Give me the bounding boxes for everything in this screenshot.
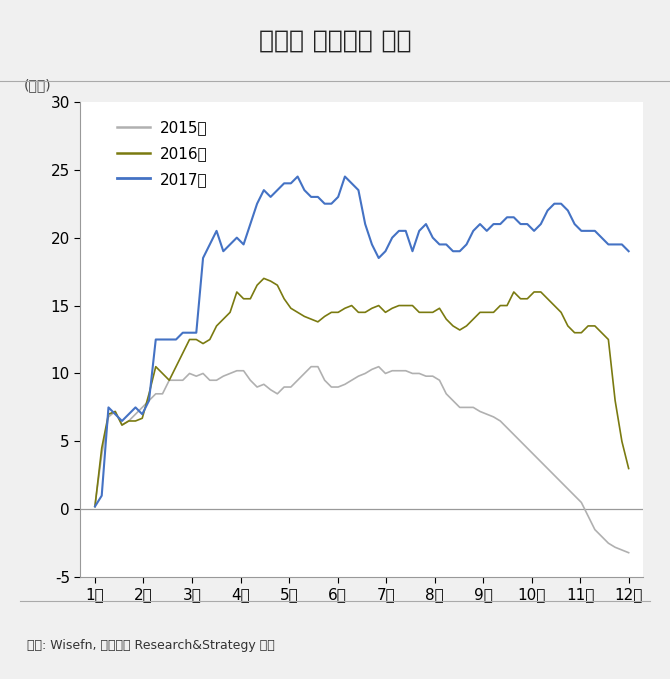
2016년 xyxy=(462,322,470,330)
Legend: 2015년, 2016년, 2017년: 2015년, 2016년, 2017년 xyxy=(111,114,213,193)
2015년 xyxy=(624,549,632,557)
2016년 xyxy=(415,308,423,316)
2015년 xyxy=(91,501,99,509)
2015년 xyxy=(462,403,470,411)
2015년 xyxy=(307,363,315,371)
2016년 xyxy=(624,464,632,473)
Line: 2016년: 2016년 xyxy=(95,278,628,507)
2017년 xyxy=(334,193,342,201)
2015년 xyxy=(415,369,423,378)
2016년 xyxy=(442,315,450,323)
Text: 연도별 대차잔고 추이: 연도별 대차잔고 추이 xyxy=(259,29,411,53)
2016년 xyxy=(422,308,430,316)
2017년 xyxy=(293,172,302,181)
Text: 자료: Wisefn, 대신증권 Research&Strategy 본부: 자료: Wisefn, 대신증권 Research&Strategy 본부 xyxy=(27,639,275,652)
2017년 xyxy=(415,227,423,235)
2017년 xyxy=(91,502,99,511)
2015년 xyxy=(422,372,430,380)
2015년 xyxy=(571,492,579,500)
Line: 2017년: 2017년 xyxy=(95,177,628,507)
Line: 2015년: 2015년 xyxy=(95,367,628,553)
2017년 xyxy=(624,247,632,255)
2016년 xyxy=(571,329,579,337)
2016년 xyxy=(91,502,99,511)
2017년 xyxy=(422,220,430,228)
2017년 xyxy=(442,240,450,249)
2016년 xyxy=(334,308,342,316)
Text: (조원): (조원) xyxy=(24,78,52,92)
2017년 xyxy=(571,220,579,228)
2017년 xyxy=(462,240,470,249)
2016년 xyxy=(260,274,268,282)
2015년 xyxy=(334,383,342,391)
2015년 xyxy=(442,390,450,398)
